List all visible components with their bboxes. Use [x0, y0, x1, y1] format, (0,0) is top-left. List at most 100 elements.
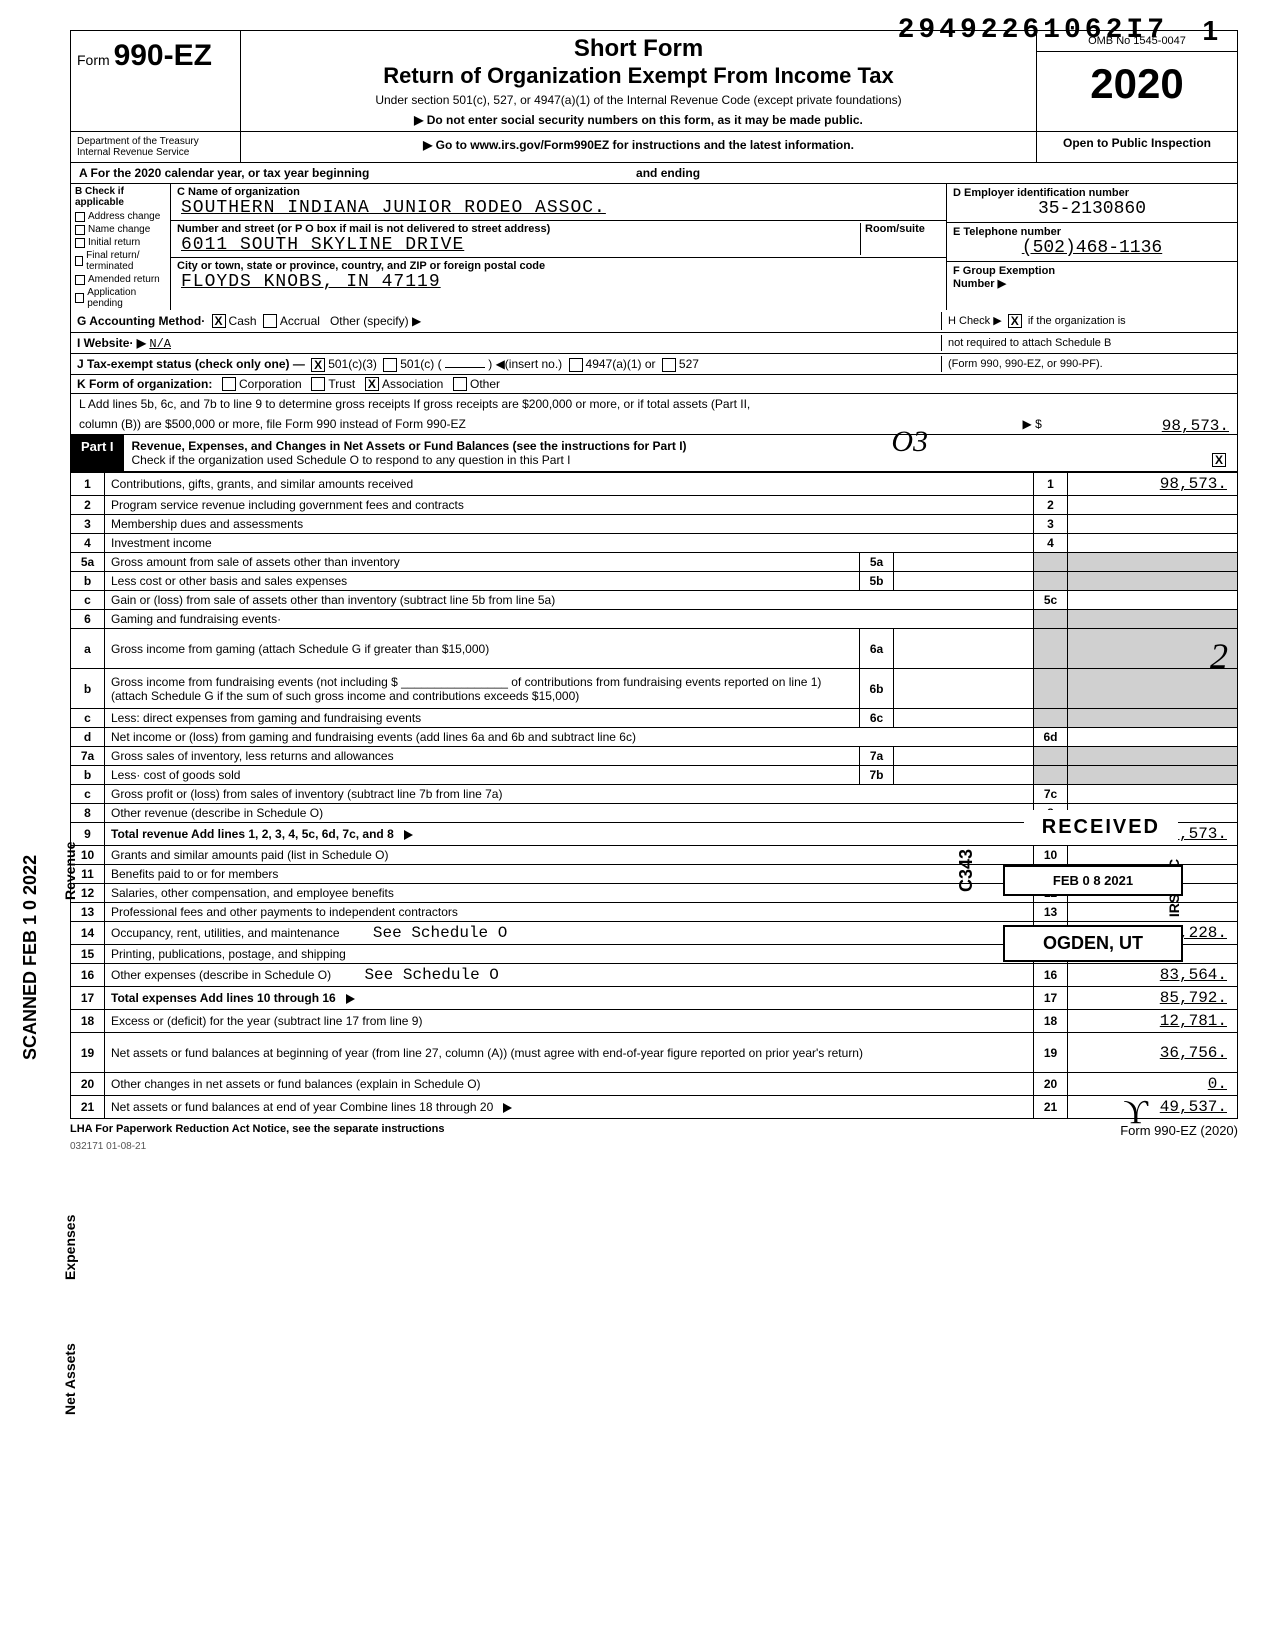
line-l-2: column (B)) are $500,000 or more, file F…	[70, 414, 1238, 435]
row-number: 11	[71, 865, 105, 884]
row-description: Total expenses Add lines 10 through 16	[105, 987, 1034, 1010]
chk-527[interactable]	[662, 358, 676, 372]
row-description: Less· cost of goods sold	[105, 766, 860, 785]
inner-amt	[894, 629, 1034, 669]
table-row: 16Other expenses (describe in Schedule O…	[71, 964, 1238, 987]
row-number: c	[71, 591, 105, 610]
chk-other-org[interactable]	[453, 377, 467, 391]
chk-501c[interactable]	[383, 358, 397, 372]
row-num-right	[1034, 572, 1068, 591]
chk-h[interactable]: X	[1008, 314, 1022, 328]
row-number: c	[71, 709, 105, 728]
row-num-right: 17	[1034, 987, 1068, 1010]
row-amount: 12,781.	[1068, 1010, 1238, 1033]
inner-num: 5a	[860, 553, 894, 572]
row-amount: 98,573.	[1068, 473, 1238, 496]
dept1: Department of the Treasury	[77, 136, 234, 147]
chk-cash[interactable]: X	[212, 314, 226, 328]
chk-501c3[interactable]: X	[311, 358, 325, 372]
row-amount	[1068, 785, 1238, 804]
corp-label: Corporation	[239, 377, 302, 391]
row-number: 15	[71, 945, 105, 964]
chk-amended[interactable]: Amended return	[71, 273, 170, 286]
group-ex-label: F Group Exemption	[953, 265, 1231, 277]
chk-initial-label: Initial return	[88, 237, 140, 248]
inner-amt	[894, 709, 1034, 728]
page-footer: LHA For Paperwork Reduction Act Notice, …	[70, 1119, 1238, 1142]
table-row: 19Net assets or fund balances at beginni…	[71, 1033, 1238, 1073]
row-number: 20	[71, 1073, 105, 1096]
line-l-amount: 98,573.	[1162, 417, 1229, 435]
row-amount	[1068, 591, 1238, 610]
hand-2: 2	[1210, 635, 1228, 677]
stamp-received: RECEIVED	[1024, 810, 1178, 845]
insert-no-label: ) ◀(insert no.)	[488, 357, 562, 371]
col-b: B Check if applicable Address change Nam…	[71, 184, 171, 310]
row-num-right	[1034, 747, 1068, 766]
ein-value: 35-2130860	[953, 199, 1231, 219]
table-row: cGross profit or (loss) from sales of in…	[71, 785, 1238, 804]
row-number: a	[71, 629, 105, 669]
title-return: Return of Organization Exempt From Incom…	[251, 63, 1026, 89]
row-description: Gross income from gaming (attach Schedul…	[105, 629, 860, 669]
part-i-check: Check if the organization used Schedule …	[132, 453, 571, 467]
chk-corp[interactable]	[222, 377, 236, 391]
row-num-right: 7c	[1034, 785, 1068, 804]
accrual-label: Accrual	[280, 314, 320, 328]
chk-assoc[interactable]: X	[365, 377, 379, 391]
org-name: SOUTHERN INDIANA JUNIOR RODEO ASSOC.	[177, 198, 940, 218]
inner-amt	[894, 766, 1034, 785]
chk-address[interactable]: Address change	[71, 210, 170, 223]
omb-year-box: OMB No 1545-0047 2020	[1037, 31, 1237, 131]
line-i: I Website· ▶ N/A not required to attach …	[70, 333, 1238, 354]
phone-label: E Telephone number	[953, 226, 1231, 238]
chk-name[interactable]: Name change	[71, 223, 170, 236]
row-num-right	[1034, 553, 1068, 572]
chk-pending[interactable]: Application pending	[71, 286, 170, 310]
table-row: 18Excess or (deficit) for the year (subt…	[71, 1010, 1238, 1033]
row-num-right	[1034, 669, 1068, 709]
street-label: Number and street (or P O box if mail is…	[177, 223, 860, 235]
col-de: D Employer identification number 35-2130…	[947, 184, 1237, 310]
schedule-table: 1Contributions, gifts, grants, and simil…	[70, 472, 1238, 1119]
inner-num: 7b	[860, 766, 894, 785]
table-row: cGain or (loss) from sale of assets othe…	[71, 591, 1238, 610]
4947-label: 4947(a)(1) or	[586, 357, 656, 371]
table-row: 17Total expenses Add lines 10 through 16…	[71, 987, 1238, 1010]
part-i-header: Part I Revenue, Expenses, and Changes in…	[70, 435, 1238, 472]
chk-trust[interactable]	[311, 377, 325, 391]
row-description: Professional fees and other payments to …	[105, 903, 1034, 922]
part-i-title-wrap: Revenue, Expenses, and Changes in Net As…	[124, 435, 1237, 471]
row-num-right	[1034, 766, 1068, 785]
chk-final[interactable]: Final return/ terminated	[71, 249, 170, 273]
table-row: 1Contributions, gifts, grants, and simil…	[71, 473, 1238, 496]
chk-accrual[interactable]	[263, 314, 277, 328]
chk-4947[interactable]	[569, 358, 583, 372]
row-number: b	[71, 572, 105, 591]
table-row: 6Gaming and fundraising events·	[71, 610, 1238, 629]
chk-initial[interactable]: Initial return	[71, 236, 170, 249]
row-number: 8	[71, 804, 105, 823]
row-number: 14	[71, 922, 105, 945]
subtitle: Under section 501(c), 527, or 4947(a)(1)…	[251, 93, 1026, 107]
goto-line: ▶ Go to www.irs.gov/Form990EZ for instru…	[241, 132, 1037, 162]
row-amount: 85,792.	[1068, 987, 1238, 1010]
row-num-right: 16	[1034, 964, 1068, 987]
group-ex-number: Number ▶	[953, 277, 1231, 290]
scanned-stamp: SCANNED FEB 1 0 2022	[20, 855, 41, 1060]
section-netassets-label: Net Assets	[62, 1343, 78, 1415]
assoc-label: Association	[382, 377, 443, 391]
row-description: Gain or (loss) from sale of assets other…	[105, 591, 1034, 610]
form-revision: 032171 01-08-21	[70, 1141, 146, 1152]
city-label: City or town, state or province, country…	[177, 260, 940, 272]
dept2: Internal Revenue Service	[77, 147, 234, 158]
row-description: Less cost or other basis and sales expen…	[105, 572, 860, 591]
org-name-label: C Name of organization	[177, 186, 940, 198]
chk-schedule-o[interactable]: X	[1212, 453, 1226, 467]
line-l-1: L Add lines 5b, 6c, and 7b to line 9 to …	[70, 394, 1238, 414]
table-row: aGross income from gaming (attach Schedu…	[71, 629, 1238, 669]
line-a-label: A For the 2020 calendar year, or tax yea…	[79, 166, 369, 180]
stamp-date: FEB 0 8 2021	[1003, 865, 1183, 896]
table-row: 7aGross sales of inventory, less returns…	[71, 747, 1238, 766]
row-amount: 49,537.	[1068, 1096, 1238, 1119]
